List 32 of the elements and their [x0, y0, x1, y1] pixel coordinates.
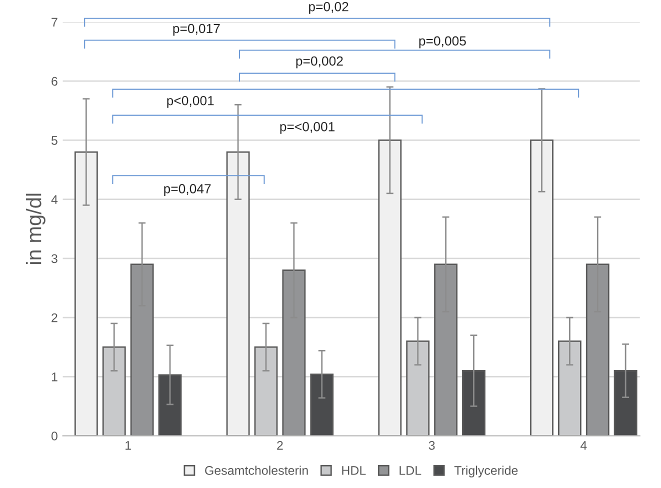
x-tick-label: 4	[580, 441, 587, 450]
y-axis-title: in mg/dl	[26, 194, 46, 264]
bar	[462, 370, 486, 436]
annotation: p=<0,001	[280, 122, 335, 134]
x-tick-label: 2	[277, 440, 283, 450]
y-tick-label: 6	[52, 76, 58, 86]
y-tick-label: 3	[51, 254, 58, 264]
y-tick-label: 2	[52, 313, 58, 322]
y-tick-label: 7	[52, 18, 58, 26]
bar	[614, 370, 638, 436]
y-tick-label: 5	[51, 136, 58, 145]
bar	[378, 140, 402, 436]
legend-label: Triglyceride	[454, 466, 518, 478]
annotation: p=0,017	[173, 24, 220, 36]
x-tick-label: 3	[428, 440, 435, 450]
y-tick-label: 4	[51, 195, 58, 204]
annotation: p=0,047	[164, 184, 211, 196]
legend-label: Gesamtcholesterin	[205, 466, 308, 475]
legend-label: HDL	[342, 466, 366, 475]
bar	[74, 151, 98, 436]
bar	[530, 140, 554, 436]
bar	[158, 374, 182, 436]
x-tick-label: 1	[126, 441, 131, 450]
y-tick-label: 1	[52, 372, 58, 382]
text: p=0,02	[309, 2, 348, 14]
annotation: p=0,002	[296, 56, 343, 68]
bar	[310, 374, 334, 436]
legend-label: LDL	[400, 466, 422, 475]
annotation: p=0,005	[419, 36, 466, 48]
y-tick-label: 0	[51, 432, 58, 440]
annotation: p<0,001	[167, 96, 214, 108]
bar	[226, 151, 250, 436]
